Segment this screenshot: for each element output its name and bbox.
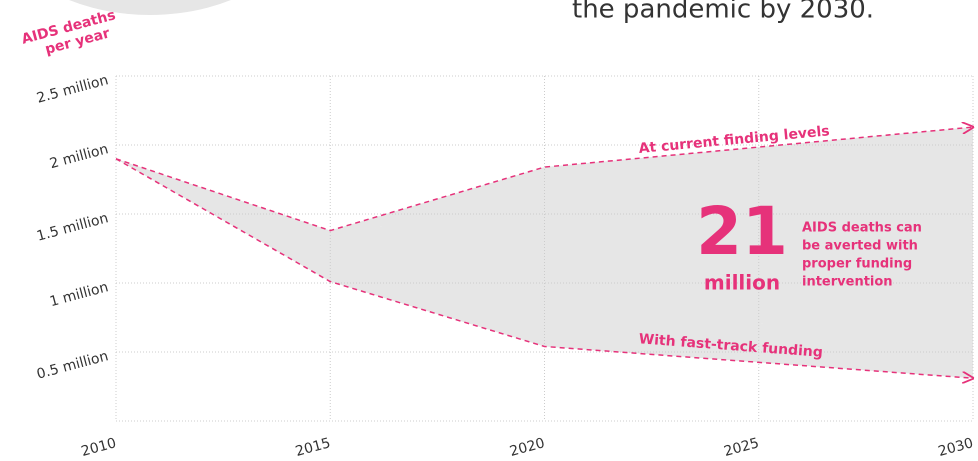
y-tick-label: 1 million [48,279,110,310]
annotation-number: 21 [696,193,788,270]
intro-text: the pandemic by 2030. [572,0,874,25]
annotation-unit: million [704,271,780,295]
annotation-text: intervention [802,275,893,290]
y-tick-label: 0.5 million [35,348,110,382]
y-tick-label: 1.5 million [35,210,110,244]
decor-circle [69,0,231,15]
x-tick-label: 2015 [294,435,333,460]
series-line [115,127,973,232]
y-axis-label: AIDS deaths per year [20,7,117,58]
series-line [115,158,973,378]
annotation-text: proper funding [802,257,912,272]
annotation-text: be averted with [802,239,918,254]
x-tick-label: 2030 [937,435,976,460]
gap-area [116,127,978,379]
x-tick-label: 2020 [508,435,547,460]
y-tick-label: 2.5 million [35,72,110,106]
y-tick-label: 2 million [48,141,110,172]
x-tick-label: 2025 [722,435,761,460]
x-tick-label: 2010 [80,435,119,460]
annotation-text: AIDS deaths can [802,221,922,236]
